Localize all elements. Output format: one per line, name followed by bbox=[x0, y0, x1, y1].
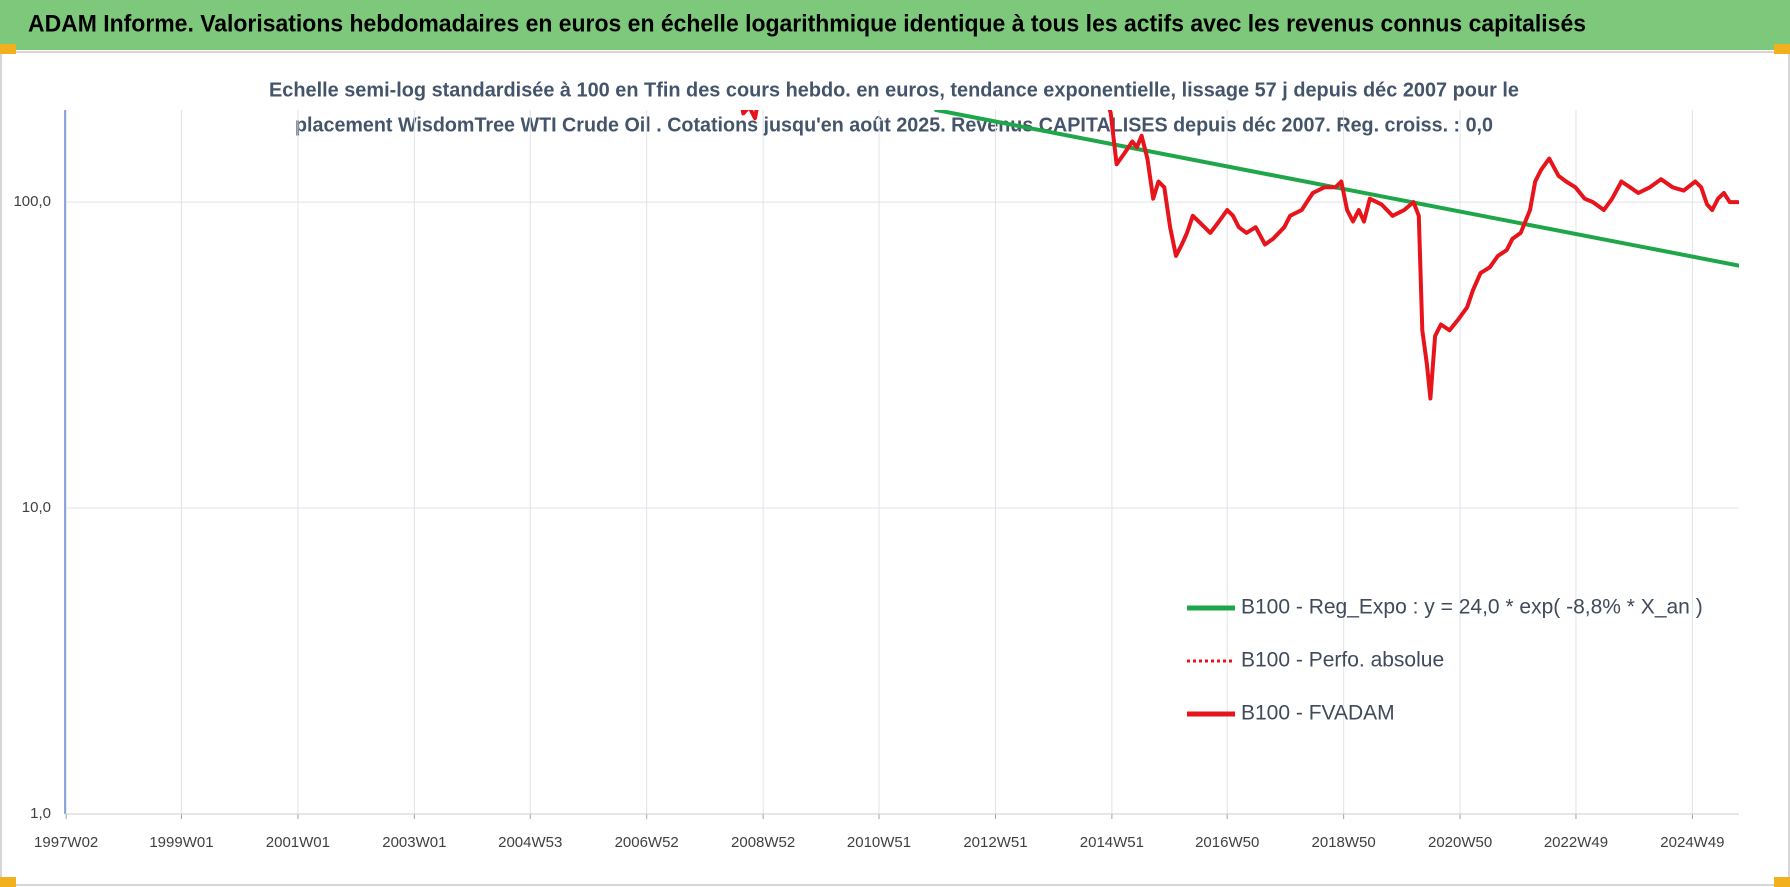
x-tick-label: 2012W51 bbox=[963, 834, 1027, 851]
series-line bbox=[740, 110, 1739, 401]
axes: 1,0 10,0 100,0 1997W02 1999W01 2001W01 2003W01… bbox=[13, 110, 1739, 851]
x-tick-label: 2016W50 bbox=[1195, 834, 1259, 851]
corner bbox=[1774, 877, 1790, 887]
y-tick-label: 100,0 bbox=[13, 193, 51, 210]
corner bbox=[1774, 44, 1790, 54]
grid bbox=[65, 110, 1739, 815]
y-tick-label: 10,0 bbox=[22, 499, 51, 516]
legend: B100 - Reg_Expo : y = 24,0 * exp( -8,8% … bbox=[1187, 596, 1703, 725]
corner bbox=[0, 877, 16, 887]
x-tick-label: 2014W51 bbox=[1080, 834, 1144, 851]
plot-area bbox=[740, 110, 1739, 401]
x-tick-label: 2006W52 bbox=[615, 834, 679, 851]
x-tick-label: 2010W51 bbox=[847, 834, 911, 851]
x-tick-label: 2020W50 bbox=[1428, 834, 1492, 851]
x-tick-label: 2018W50 bbox=[1312, 834, 1376, 851]
x-tick-label: 1999W01 bbox=[149, 834, 213, 851]
corner bbox=[0, 44, 16, 54]
legend-label: B100 - FVADAM bbox=[1241, 702, 1395, 725]
x-tick-label: 2022W49 bbox=[1544, 834, 1608, 851]
frame bbox=[0, 51, 1790, 886]
y-tick-label: 1,0 bbox=[30, 805, 51, 822]
x-tick-label: 2024W49 bbox=[1660, 834, 1724, 851]
chart-subtitle: placement WisdomTree WTI Crude Oil . Cot… bbox=[295, 114, 1493, 136]
x-tick-label: 2004W53 bbox=[498, 834, 562, 851]
x-tick-label: 2001W01 bbox=[266, 834, 330, 851]
legend-label: B100 - Reg_Expo : y = 24,0 * exp( -8,8% … bbox=[1241, 596, 1703, 619]
x-tick-label: 2008W52 bbox=[731, 834, 795, 851]
x-tick-label: 1997W02 bbox=[34, 834, 98, 851]
title-banner bbox=[0, 0, 1790, 50]
x-tick-label: 2003W01 bbox=[382, 834, 446, 851]
chart-subtitle: Echelle semi-log standardisée à 100 en T… bbox=[269, 79, 1519, 101]
legend-label: B100 - Perfo. absolue bbox=[1241, 649, 1444, 672]
chart-title: ADAM Informe. Valorisations hebdomadaire… bbox=[28, 10, 1586, 37]
